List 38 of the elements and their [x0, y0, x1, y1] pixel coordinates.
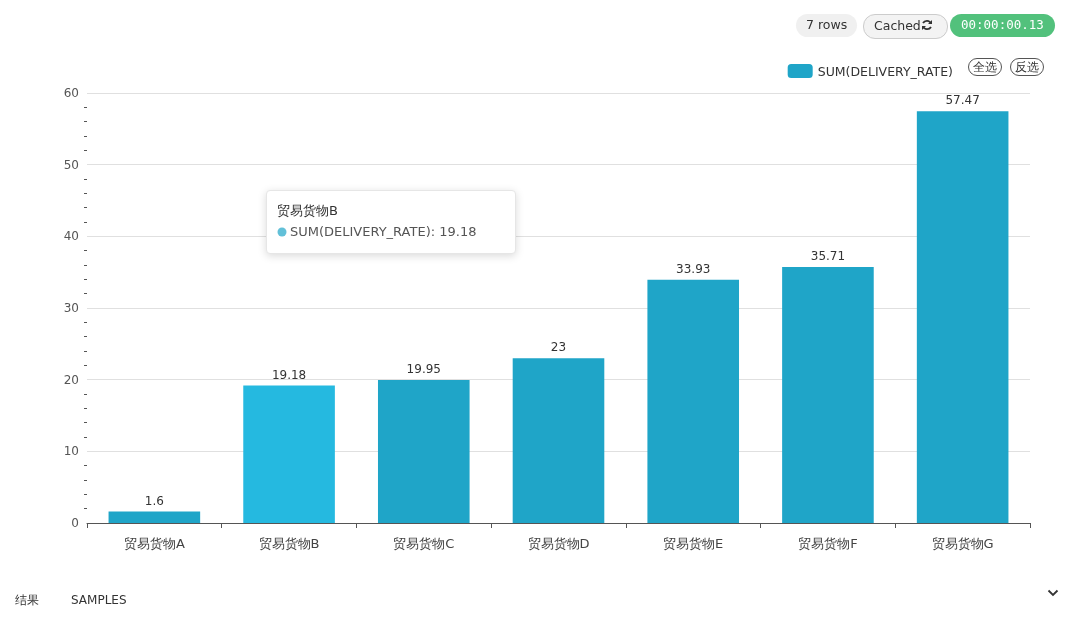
data-label: 33.93: [676, 261, 711, 276]
text: 7 rows: [796, 14, 858, 37]
y-tick-label: 30: [63, 301, 79, 315]
text: Cached: [863, 14, 948, 39]
y-tick-label: 40: [63, 229, 79, 244]
y-tick-label: 50: [63, 157, 79, 172]
y-tick-label: 20: [63, 372, 79, 387]
bar: [377, 380, 470, 523]
annotation: SUM(DELIVERY_RATE): 19.18: [290, 224, 477, 239]
bar: [108, 511, 201, 523]
data-label: 35.71: [810, 249, 846, 264]
legend-label: SUM(DELIVERY_RATE): [817, 63, 953, 79]
bar: [512, 358, 605, 523]
y-tick-label: 0: [71, 516, 79, 530]
text: 全选: [968, 58, 1002, 76]
x-tick-label: 贸易货物A: [123, 536, 185, 551]
y-tick-label: 60: [63, 86, 79, 100]
x-tick-label: 贸易货物D: [527, 536, 590, 551]
x-tick-label: 贸易货物G: [931, 536, 994, 551]
data-label: 1.6: [144, 493, 164, 508]
x-tick-label: 贸易货物B: [258, 536, 320, 551]
data-label: 19.18: [271, 367, 307, 382]
annotation: 贸易货物B: [277, 203, 338, 218]
data-label: 57.47: [945, 93, 980, 108]
bar: [782, 267, 874, 523]
data-label: 19.95: [406, 362, 441, 377]
text: 00:00:00.13: [950, 14, 1055, 37]
data-label: 23: [550, 340, 567, 355]
y-tick-label: 10: [63, 444, 79, 459]
x-tick-label: 贸易货物C: [393, 536, 455, 551]
bar: [243, 385, 335, 523]
bar: [916, 111, 1009, 523]
x-tick-label: 贸易货物E: [663, 536, 724, 551]
x-tick-label: 贸易货物F: [798, 536, 858, 551]
text: SAMPLES: [71, 593, 127, 607]
text: 结果: [15, 593, 39, 607]
text: 反选: [1010, 58, 1044, 76]
bar: [647, 279, 740, 523]
